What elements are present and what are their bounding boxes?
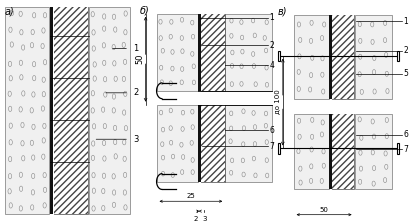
Text: 2: 2 bbox=[193, 216, 198, 221]
Bar bbox=[225, 14, 271, 91]
Text: 3: 3 bbox=[133, 135, 138, 144]
Bar bbox=[354, 114, 391, 189]
Text: 6: 6 bbox=[402, 130, 407, 139]
Text: б): б) bbox=[140, 6, 149, 16]
Bar bbox=[225, 105, 271, 181]
Bar bbox=[50, 7, 53, 214]
Text: а): а) bbox=[4, 7, 14, 17]
Bar bbox=[201, 14, 225, 91]
Text: 2: 2 bbox=[133, 88, 138, 97]
Bar bbox=[277, 143, 279, 154]
Bar bbox=[198, 105, 200, 181]
Text: в): в) bbox=[277, 6, 286, 16]
Text: 1: 1 bbox=[133, 44, 138, 53]
Bar bbox=[277, 51, 279, 61]
Bar bbox=[201, 14, 225, 91]
Text: 3: 3 bbox=[202, 216, 207, 221]
Text: 50: 50 bbox=[319, 207, 328, 213]
Bar bbox=[293, 114, 328, 189]
Bar bbox=[331, 15, 353, 99]
Text: 2: 2 bbox=[269, 41, 273, 50]
Bar bbox=[156, 14, 197, 91]
Bar bbox=[156, 105, 197, 181]
Bar bbox=[54, 7, 88, 214]
Bar bbox=[329, 15, 331, 99]
Bar bbox=[396, 143, 398, 154]
Text: до 100: до 100 bbox=[274, 90, 280, 114]
Bar bbox=[201, 105, 225, 181]
Text: 25: 25 bbox=[186, 193, 195, 199]
Bar bbox=[331, 15, 353, 99]
Bar bbox=[5, 7, 49, 214]
Text: 6: 6 bbox=[269, 126, 273, 135]
Text: 7: 7 bbox=[402, 145, 407, 154]
Text: 5: 5 bbox=[402, 69, 407, 78]
Text: 2: 2 bbox=[402, 46, 407, 55]
Bar bbox=[396, 51, 398, 61]
Text: 1: 1 bbox=[402, 17, 407, 26]
Bar bbox=[88, 7, 130, 214]
Text: 50: 50 bbox=[135, 54, 144, 65]
Bar bbox=[354, 15, 391, 99]
Text: 7: 7 bbox=[269, 141, 273, 151]
Bar bbox=[331, 114, 353, 189]
Bar bbox=[329, 114, 331, 189]
Bar bbox=[201, 105, 225, 181]
Text: 1: 1 bbox=[269, 13, 273, 22]
Bar bbox=[54, 7, 88, 214]
Bar bbox=[198, 14, 200, 91]
Bar bbox=[331, 114, 353, 189]
Bar bbox=[293, 15, 328, 99]
Text: 4: 4 bbox=[269, 61, 273, 70]
